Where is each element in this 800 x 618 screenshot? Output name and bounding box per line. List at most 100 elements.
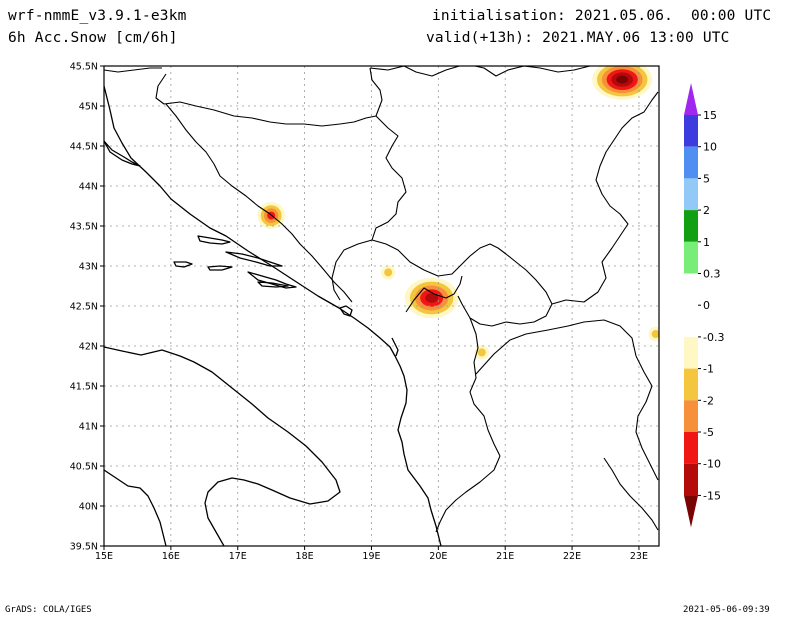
colorbar-top-arrow: [684, 83, 698, 115]
lon-tick-label: 22E: [563, 551, 581, 562]
colorbar-segment: [684, 400, 698, 432]
snow-field-layer: [257, 66, 659, 360]
init-time: initialisation: 2021.05.06. 00:00 UTC: [432, 8, 772, 24]
snow-contour: [651, 330, 659, 338]
border-croatia-hungary: [104, 67, 162, 73]
lat-tick-label: 44.5N: [70, 142, 98, 153]
colorbar-segment: [684, 273, 698, 306]
colorbar-label: 2: [703, 204, 710, 217]
colorbar-label: -1: [703, 363, 714, 376]
peljesac: [247, 271, 297, 289]
lat-tick-label: 41N: [79, 422, 98, 433]
border-hungary-serbia: [369, 66, 405, 71]
snow-area-sandzak: [380, 265, 396, 280]
italy-heel-inner: [104, 469, 167, 546]
border-montenegro-albania: [405, 275, 463, 313]
lat-tick-label: 39.5N: [70, 542, 98, 553]
border-turkey: [603, 457, 659, 531]
map-frame: [103, 65, 660, 547]
snow-contour: [425, 293, 439, 303]
colorbar-segment: [684, 432, 698, 464]
colorbar-segment: [684, 178, 698, 211]
colorbar-segment: [684, 241, 698, 274]
colorbar-label: -0.3: [703, 331, 724, 344]
border-serbia-bulgaria: [551, 91, 659, 305]
border-serbia-romania: [403, 66, 591, 77]
footer-timestamp: 2021-05-06-09:39: [683, 605, 770, 615]
colorbar-label: 15: [703, 109, 717, 122]
colorbar-segment: [684, 210, 698, 242]
lat-tick-label: 44N: [79, 182, 98, 193]
island-5: [207, 265, 233, 271]
lat-tick-label: 40N: [79, 502, 98, 513]
footer-credit: GrADS: COLA/IGES: [5, 605, 92, 615]
field-title: 6h Acc.Snow [cm/6h]: [8, 30, 178, 46]
lon-tick-label: 23E: [630, 551, 648, 562]
adriatic-east-coast: [104, 85, 442, 546]
border-bosnia-montenegro: [331, 239, 373, 301]
lat-tick-label: 43.5N: [70, 222, 98, 233]
kotor-bay: [339, 305, 353, 317]
border-layer: [104, 66, 659, 533]
lon-tick-label: 16E: [162, 551, 180, 562]
snow-contour: [616, 75, 629, 84]
albania-coast-lakes: [391, 337, 399, 357]
model-title: wrf-nmmE_v3.9.1-e3km: [8, 8, 187, 24]
lat-tick-label: 42N: [79, 342, 98, 353]
coastline-layer: [104, 85, 442, 546]
colorbar-label: -2: [703, 394, 714, 407]
colorbar-label: -15: [703, 489, 721, 502]
border-serbia-croatia-vojvodina: [369, 67, 383, 117]
colorbar-label: 5: [703, 172, 710, 185]
lon-tick-label: 20E: [429, 551, 447, 562]
colorbar-label: -10: [703, 458, 721, 471]
colorbar-bottom-arrow: [684, 495, 698, 528]
colorbar-segment: [684, 146, 698, 179]
colorbar-label: 1: [703, 236, 710, 249]
snow-contour: [477, 348, 486, 357]
colorbar-segment: [684, 115, 698, 147]
border-bosnia-serbia: [371, 115, 407, 241]
border-macedonia-greece: [475, 319, 637, 375]
border-kosovo: [457, 243, 553, 327]
lon-tick-label: 18E: [296, 551, 314, 562]
lat-tick-label: 41.5N: [70, 382, 98, 393]
colorbar-label: 0: [703, 299, 710, 312]
italy-coast: [104, 346, 341, 546]
lon-tick-label: 19E: [362, 551, 380, 562]
snow-contour: [384, 268, 393, 277]
colorbar-label: 10: [703, 141, 717, 154]
colorbar: 15 10 5 2 1 0.3 0 -0.3 -1 -2 -5 -10 -15: [684, 83, 724, 528]
border-montenegro-serbia: [371, 239, 461, 277]
colorbar-label: 0.3: [703, 268, 721, 281]
island-1: [104, 140, 141, 167]
lon-tick-label: 17E: [229, 551, 247, 562]
colorbar-label: -5: [703, 426, 714, 439]
lat-tick-label: 43N: [79, 262, 98, 273]
colorbar-segment: [684, 463, 698, 496]
island-4: [173, 261, 193, 268]
snow-area-east-edge: [648, 326, 659, 342]
lat-tick-label: 45N: [79, 102, 98, 113]
snow-area-montenegro: [404, 277, 459, 319]
border-albania-macedonia: [469, 317, 501, 457]
colorbar-segment: [684, 336, 698, 369]
border-greece-bulgaria: [635, 355, 659, 481]
grid-lines: [100, 65, 659, 550]
island-3: [225, 251, 283, 267]
lat-tick-label: 40.5N: [70, 462, 98, 473]
island-2: [197, 235, 231, 245]
border-albania-greece: [435, 455, 501, 533]
lat-tick-label: 45.5N: [70, 62, 98, 73]
border-bosnia-west: [165, 103, 353, 303]
snow-area-northeast: [592, 66, 653, 100]
colorbar-segment: [684, 305, 698, 337]
border-croatia-bosnia: [155, 73, 377, 127]
valid-time: valid(+13h): 2021.MAY.06 13:00 UTC: [426, 30, 730, 46]
lat-tick-label: 42.5N: [70, 302, 98, 313]
lon-tick-label: 21E: [496, 551, 514, 562]
longitude-labels: 15E 16E 17E 18E 19E 20E 21E 22E 23E: [95, 551, 648, 562]
latitude-labels: 45.5N 45N 44.5N 44N 43.5N 43N 42.5N 42N 41.5N 41N…: [70, 62, 98, 553]
colorbar-segment: [684, 368, 698, 401]
